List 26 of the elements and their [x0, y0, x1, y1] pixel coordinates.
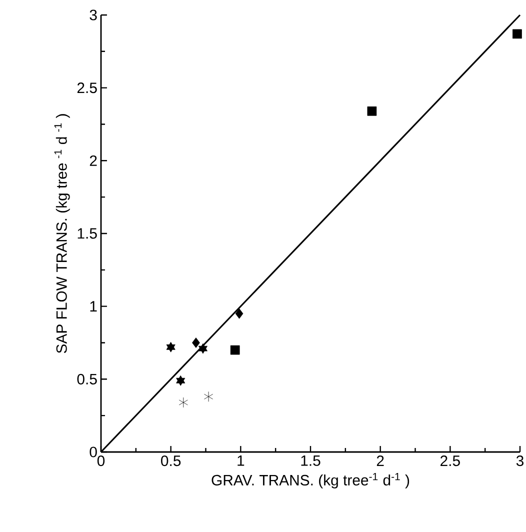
point	[204, 391, 214, 402]
y-tick-label: 2	[90, 155, 97, 166]
y-tick-label: 2.5	[77, 82, 97, 94]
point	[192, 338, 200, 348]
point	[198, 343, 208, 354]
x-tick-label: 2	[376, 456, 384, 466]
point	[178, 397, 188, 408]
x-axis-title: GRAV. TRANS. (kg tree$^{-1}$ d$^{-1}$ )	[212, 472, 410, 488]
point	[367, 106, 377, 116]
y-tick-label: 1.5	[78, 228, 97, 239]
point	[176, 375, 186, 386]
y-tick-label: 3	[90, 10, 97, 20]
point	[230, 345, 240, 355]
y-axis-title: SAP FLOW TRANS. (kg tree $^{-1}$ d $^{-1}$ )	[54, 114, 70, 354]
point	[512, 29, 522, 39]
y-tick-label: 0.5	[77, 374, 97, 384]
x-tick-label: 0.5	[161, 456, 181, 466]
point	[235, 308, 244, 319]
x-tick-label: 3	[516, 456, 524, 466]
point	[166, 342, 176, 352]
y-tick-label: 1	[90, 301, 97, 312]
x-tick-label: 1	[238, 456, 244, 466]
x-tick-label: 0	[97, 456, 105, 466]
y-tick-label: 0	[90, 446, 97, 458]
x-tick-label: 2.5	[440, 456, 460, 466]
x-tick-label: 1.5	[301, 456, 320, 466]
